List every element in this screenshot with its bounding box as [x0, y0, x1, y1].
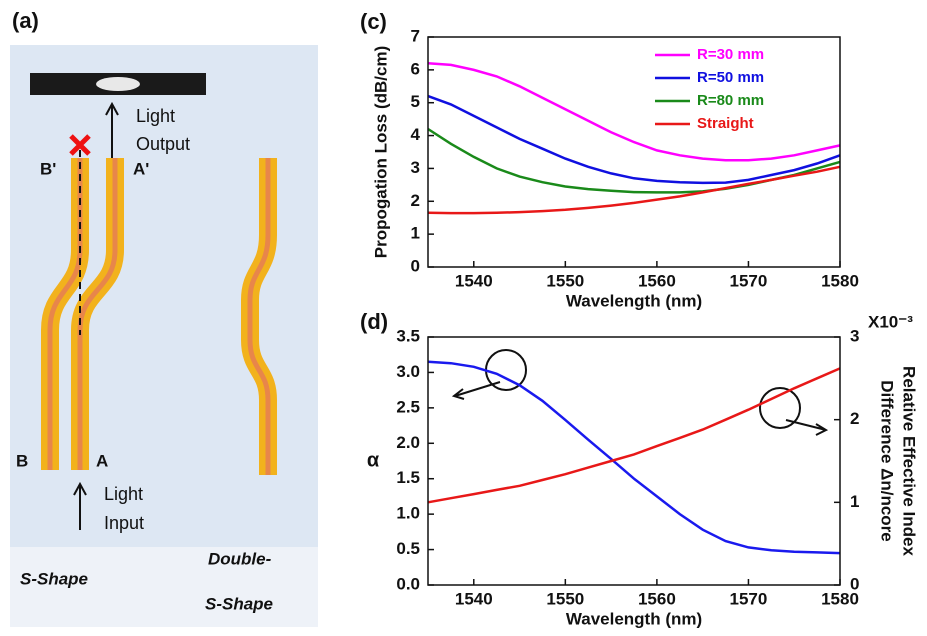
y-tick-label: 6 — [411, 59, 420, 78]
light-output-label: Output — [136, 134, 190, 154]
x-tick-label: 1540 — [455, 271, 493, 290]
plot-frame — [427, 36, 841, 268]
panel-label: (c) — [360, 9, 387, 34]
x-axis-label: Wavelength (nm) — [566, 609, 702, 628]
plot-frame — [427, 336, 841, 586]
x-tick-label: 1550 — [546, 271, 584, 290]
light-input-label: Light — [104, 484, 143, 504]
y-tick-label: 0 — [411, 256, 420, 275]
legend-label: R=30 mm — [697, 46, 764, 63]
axis-indicators — [451, 349, 829, 436]
port-label: A — [96, 451, 108, 470]
y-tick-label: 3.5 — [396, 326, 420, 345]
panel-label: (a) — [12, 8, 39, 33]
x-tick-label: 1580 — [821, 271, 859, 290]
y-tick-label: 3 — [411, 158, 420, 177]
shape-label: Double- — [208, 549, 272, 568]
data-line — [427, 94, 841, 185]
legend-label: R=80 mm — [697, 92, 764, 109]
light-input-label: Input — [104, 513, 144, 533]
x-tick-label: 1550 — [546, 589, 584, 608]
y-tick-label: 2.0 — [396, 433, 420, 452]
shape-label: S-Shape — [205, 594, 273, 613]
output-spot — [96, 77, 140, 91]
y2-tick-label: 1 — [850, 492, 859, 511]
x-tick-label: 1560 — [638, 589, 676, 608]
y2-axis-label: Relative Effective Index — [900, 366, 919, 556]
y-tick-label: 2 — [411, 191, 420, 210]
x-tick-label: 1580 — [821, 589, 859, 608]
y-tick-label: 5 — [411, 92, 420, 111]
y2-tick-label: 0 — [850, 574, 859, 593]
output-arrow — [105, 101, 119, 158]
y-tick-label: 1 — [411, 224, 420, 243]
shape-label: S-Shape — [20, 569, 88, 588]
y-tick-label: 4 — [411, 125, 421, 144]
legend-label: R=50 mm — [697, 69, 764, 86]
input-arrow — [73, 481, 87, 530]
y-axis-label: Propogation Loss (dB/cm) — [371, 46, 390, 259]
y-tick-label: 3.0 — [396, 362, 420, 381]
cross-mark — [69, 134, 91, 156]
x-axis-label: Wavelength (nm) — [566, 291, 702, 310]
y-tick-label: 0.5 — [396, 539, 420, 558]
port-label: A' — [133, 159, 149, 178]
y-tick-label: 1.0 — [396, 504, 420, 523]
y-tick-label: 2.5 — [396, 397, 420, 416]
y2-tick-label: 3 — [850, 326, 859, 345]
x-tick-label: 1570 — [730, 271, 768, 290]
data-line — [427, 127, 841, 194]
y-tick-label: 1.5 — [396, 468, 420, 487]
y-axis-label: α — [367, 449, 380, 471]
y-tick-label: 0.0 — [396, 574, 420, 593]
data-line — [427, 367, 841, 504]
x-tick-label: 1570 — [730, 589, 768, 608]
data-line — [427, 62, 841, 162]
x-tick-label: 1560 — [638, 271, 676, 290]
legend-label: Straight — [697, 115, 754, 132]
light-output-label: Light — [136, 106, 175, 126]
y2-annotation: X10⁻³ — [868, 312, 913, 331]
panel-a-footer — [10, 547, 318, 627]
waveguides — [41, 158, 277, 475]
x-tick-label: 1540 — [455, 589, 493, 608]
data-line — [427, 165, 841, 215]
panel-label: (d) — [360, 309, 388, 334]
port-label: B — [16, 451, 28, 470]
y2-axis-label: Difference Δn/ncore — [878, 380, 897, 541]
port-label: B' — [40, 159, 56, 178]
data-line — [427, 360, 841, 555]
y-tick-label: 7 — [411, 26, 420, 45]
y2-tick-label: 2 — [850, 409, 859, 428]
